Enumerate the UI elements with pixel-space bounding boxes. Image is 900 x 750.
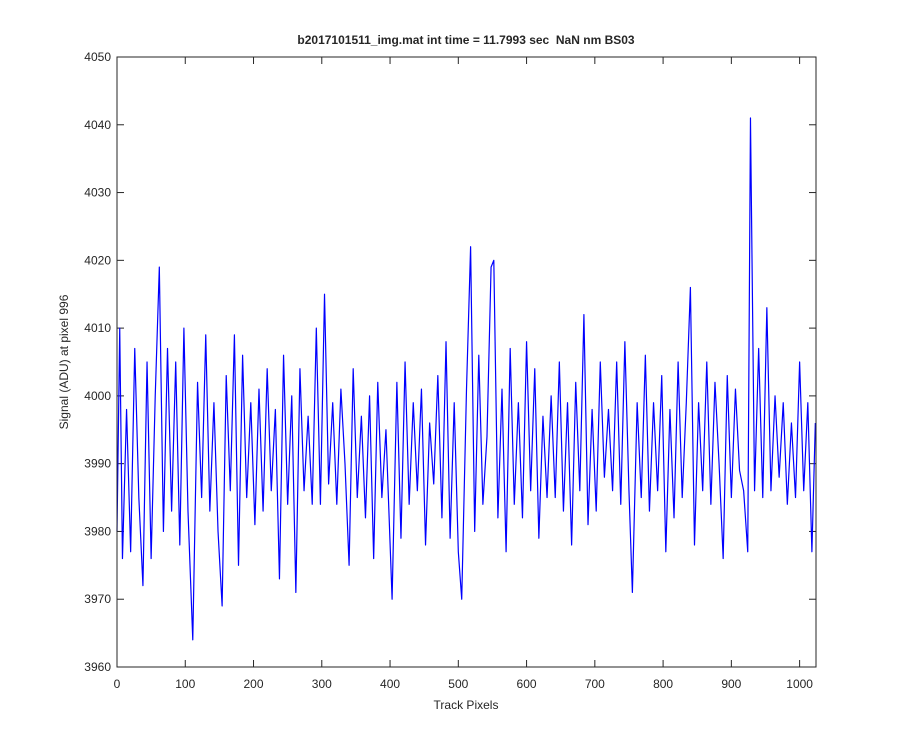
- y-tick-label: 4020: [84, 253, 111, 267]
- series-line: [116, 117, 816, 641]
- y-tick-label: 4050: [84, 50, 111, 64]
- x-tick-label: 0: [114, 677, 121, 691]
- axes-box: [116, 56, 817, 668]
- x-axis-label: Track Pixels: [434, 698, 499, 712]
- x-tick-label: 700: [585, 677, 605, 691]
- x-tick-label: 500: [448, 677, 468, 691]
- y-axis-label: Signal (ADU) at pixel 996: [57, 294, 71, 429]
- y-tick-label: 4040: [84, 118, 111, 132]
- chart-title: b2017101511_img.mat int time = 11.7993 s…: [297, 33, 635, 47]
- y-tick-label: 3980: [84, 524, 111, 538]
- x-tick-label: 600: [517, 677, 537, 691]
- x-tick-label: 1000: [786, 677, 813, 691]
- x-tick-label: 200: [244, 677, 264, 691]
- y-tick-label: 3970: [84, 592, 111, 606]
- x-tick-label: 300: [312, 677, 332, 691]
- x-tick-label: 800: [653, 677, 673, 691]
- x-tick-label: 900: [721, 677, 741, 691]
- y-tick-label: 3960: [84, 660, 111, 674]
- plot-area: [117, 57, 816, 667]
- y-tick-label: 4010: [84, 321, 111, 335]
- x-tick-label: 400: [380, 677, 400, 691]
- y-tick-label: 4000: [84, 389, 111, 403]
- y-tick-label: 4030: [84, 186, 111, 200]
- x-tick-label: 100: [175, 677, 195, 691]
- y-tick-label: 3990: [84, 457, 111, 471]
